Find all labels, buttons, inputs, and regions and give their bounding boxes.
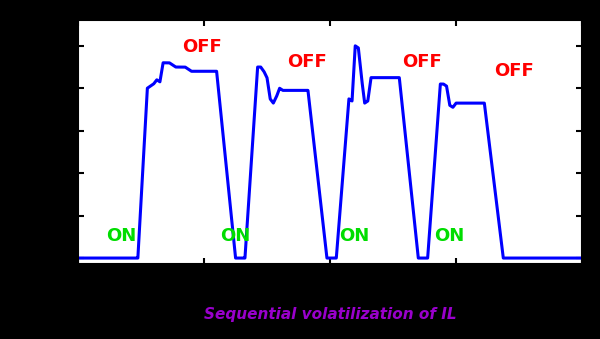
Text: OFF: OFF (287, 53, 327, 71)
Y-axis label: [BMIM]⁺ Intensity (a.u.): [BMIM]⁺ Intensity (a.u.) (32, 50, 46, 235)
Text: ON: ON (106, 227, 137, 245)
Text: OFF: OFF (494, 62, 533, 80)
Text: ON: ON (220, 227, 250, 245)
Text: OFF: OFF (182, 38, 222, 56)
Text: Sequential volatilization of IL: Sequential volatilization of IL (203, 307, 457, 322)
Text: OFF: OFF (403, 53, 442, 71)
X-axis label: Time (s): Time (s) (292, 289, 368, 307)
Text: ON: ON (340, 227, 370, 245)
Text: ON: ON (434, 227, 464, 245)
